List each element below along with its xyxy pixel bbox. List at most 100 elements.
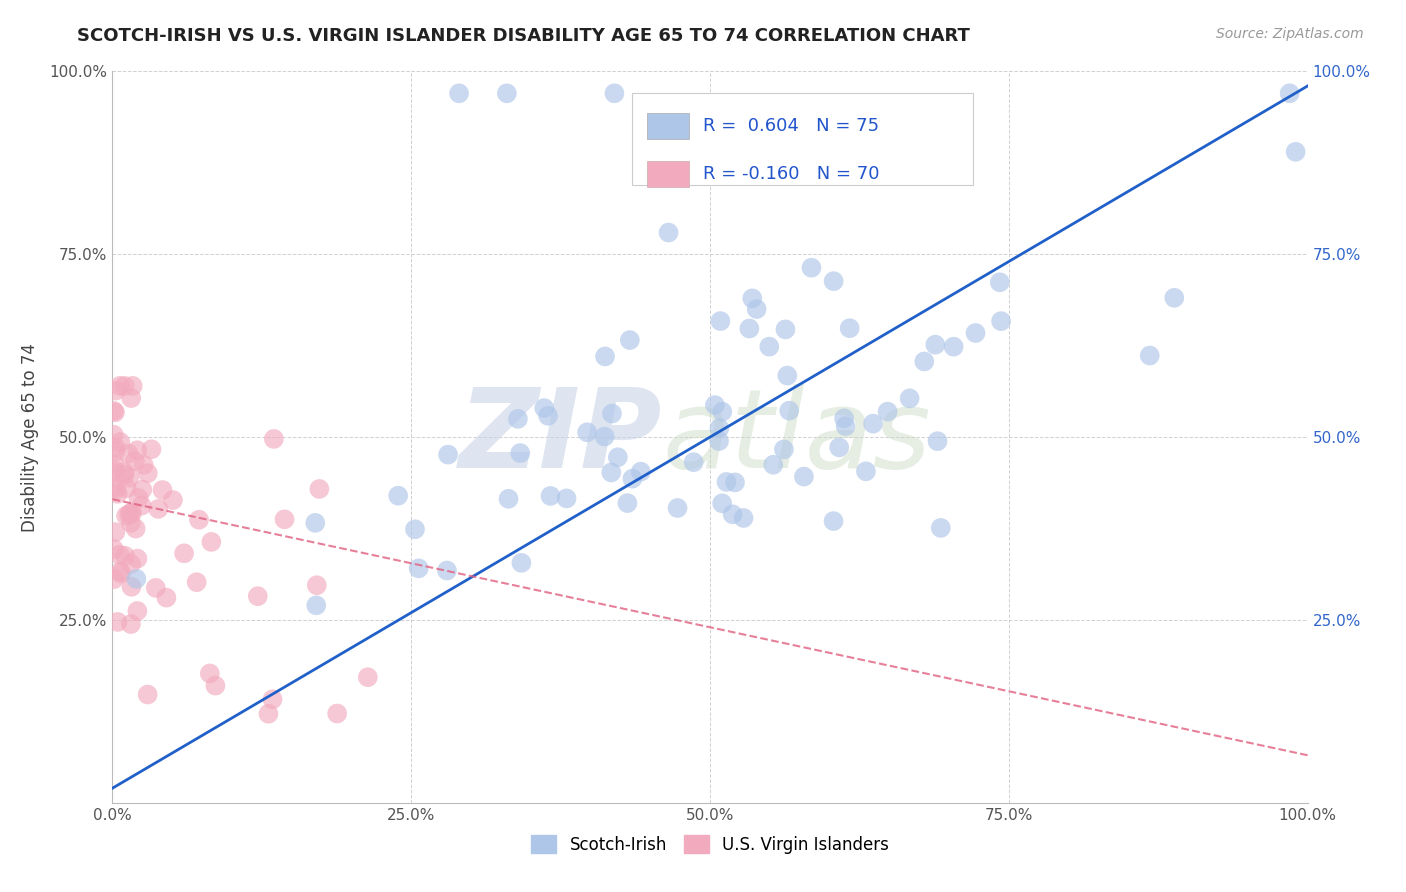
Point <box>308 482 330 496</box>
Point <box>927 434 949 449</box>
Point <box>103 463 125 477</box>
Point <box>104 440 127 454</box>
Point <box>603 87 626 101</box>
FancyBboxPatch shape <box>647 161 689 186</box>
Point <box>509 446 531 460</box>
Point <box>707 434 730 448</box>
Text: atlas: atlas <box>662 384 931 491</box>
Point <box>120 617 142 632</box>
Point <box>110 566 132 581</box>
Point <box>537 409 560 423</box>
Text: Source: ZipAtlas.com: Source: ZipAtlas.com <box>1216 27 1364 41</box>
Point <box>262 692 284 706</box>
Point <box>823 514 845 528</box>
Point <box>305 599 328 613</box>
Text: R =  0.604   N = 75: R = 0.604 N = 75 <box>703 117 879 136</box>
Point <box>724 475 747 490</box>
Point <box>533 401 555 415</box>
Point <box>1285 145 1308 159</box>
Point <box>155 591 177 605</box>
Point <box>152 483 174 497</box>
Point <box>273 512 295 526</box>
Point <box>498 491 520 506</box>
Legend: Scotch-Irish, U.S. Virgin Islanders: Scotch-Irish, U.S. Virgin Islanders <box>524 829 896 860</box>
Point <box>200 535 222 549</box>
Point <box>101 466 124 480</box>
Point <box>148 502 170 516</box>
Point <box>773 442 796 457</box>
Point <box>657 226 679 240</box>
Point <box>304 516 326 530</box>
Point <box>621 472 644 486</box>
Point <box>876 404 898 418</box>
Point <box>115 481 138 495</box>
Point <box>823 274 845 288</box>
Point <box>709 314 731 328</box>
Point <box>606 450 628 465</box>
Point <box>776 368 799 383</box>
Point <box>104 384 127 398</box>
Point <box>186 575 208 590</box>
Point <box>711 405 734 419</box>
Point <box>988 275 1011 289</box>
Point <box>716 475 738 489</box>
Point <box>145 581 167 595</box>
Point <box>103 572 125 586</box>
Point <box>305 578 328 592</box>
Point <box>173 546 195 560</box>
Point <box>104 525 127 540</box>
Point <box>682 455 704 469</box>
Point <box>758 340 780 354</box>
FancyBboxPatch shape <box>633 94 973 185</box>
Point <box>924 337 946 351</box>
Point <box>120 580 142 594</box>
Text: R = -0.160   N = 70: R = -0.160 N = 70 <box>703 165 879 183</box>
Point <box>127 604 149 618</box>
Point <box>387 489 409 503</box>
Point <box>204 679 226 693</box>
Point <box>162 493 184 508</box>
Point <box>120 516 142 530</box>
Point <box>127 551 149 566</box>
Point <box>136 466 159 480</box>
Point <box>741 291 763 305</box>
Point <box>132 458 155 472</box>
Point <box>131 499 153 513</box>
Point <box>127 491 149 505</box>
Point <box>103 404 125 418</box>
Point <box>775 322 797 336</box>
Point <box>125 572 148 586</box>
Point <box>246 589 269 603</box>
Text: ZIP: ZIP <box>458 384 662 491</box>
Point <box>709 421 731 435</box>
Point <box>965 326 987 340</box>
Point <box>198 666 221 681</box>
Point <box>834 419 856 434</box>
Point <box>114 466 136 480</box>
Point <box>108 379 131 393</box>
Point <box>576 425 599 440</box>
Point <box>103 427 125 442</box>
Point <box>555 491 578 506</box>
Point <box>136 688 159 702</box>
Point <box>105 483 128 497</box>
Point <box>703 398 725 412</box>
Point <box>188 513 211 527</box>
Point <box>326 706 349 721</box>
Point <box>800 260 823 275</box>
Point <box>1139 349 1161 363</box>
Point <box>593 429 616 443</box>
Point <box>103 542 125 557</box>
Point <box>942 340 965 354</box>
Point <box>120 506 142 520</box>
Point <box>437 448 460 462</box>
Point <box>738 321 761 335</box>
Point <box>121 506 143 520</box>
Point <box>1163 291 1185 305</box>
Point <box>357 670 380 684</box>
Point <box>778 403 800 417</box>
Point <box>115 508 138 523</box>
Point <box>125 522 148 536</box>
Point <box>257 706 280 721</box>
Point <box>131 483 153 497</box>
